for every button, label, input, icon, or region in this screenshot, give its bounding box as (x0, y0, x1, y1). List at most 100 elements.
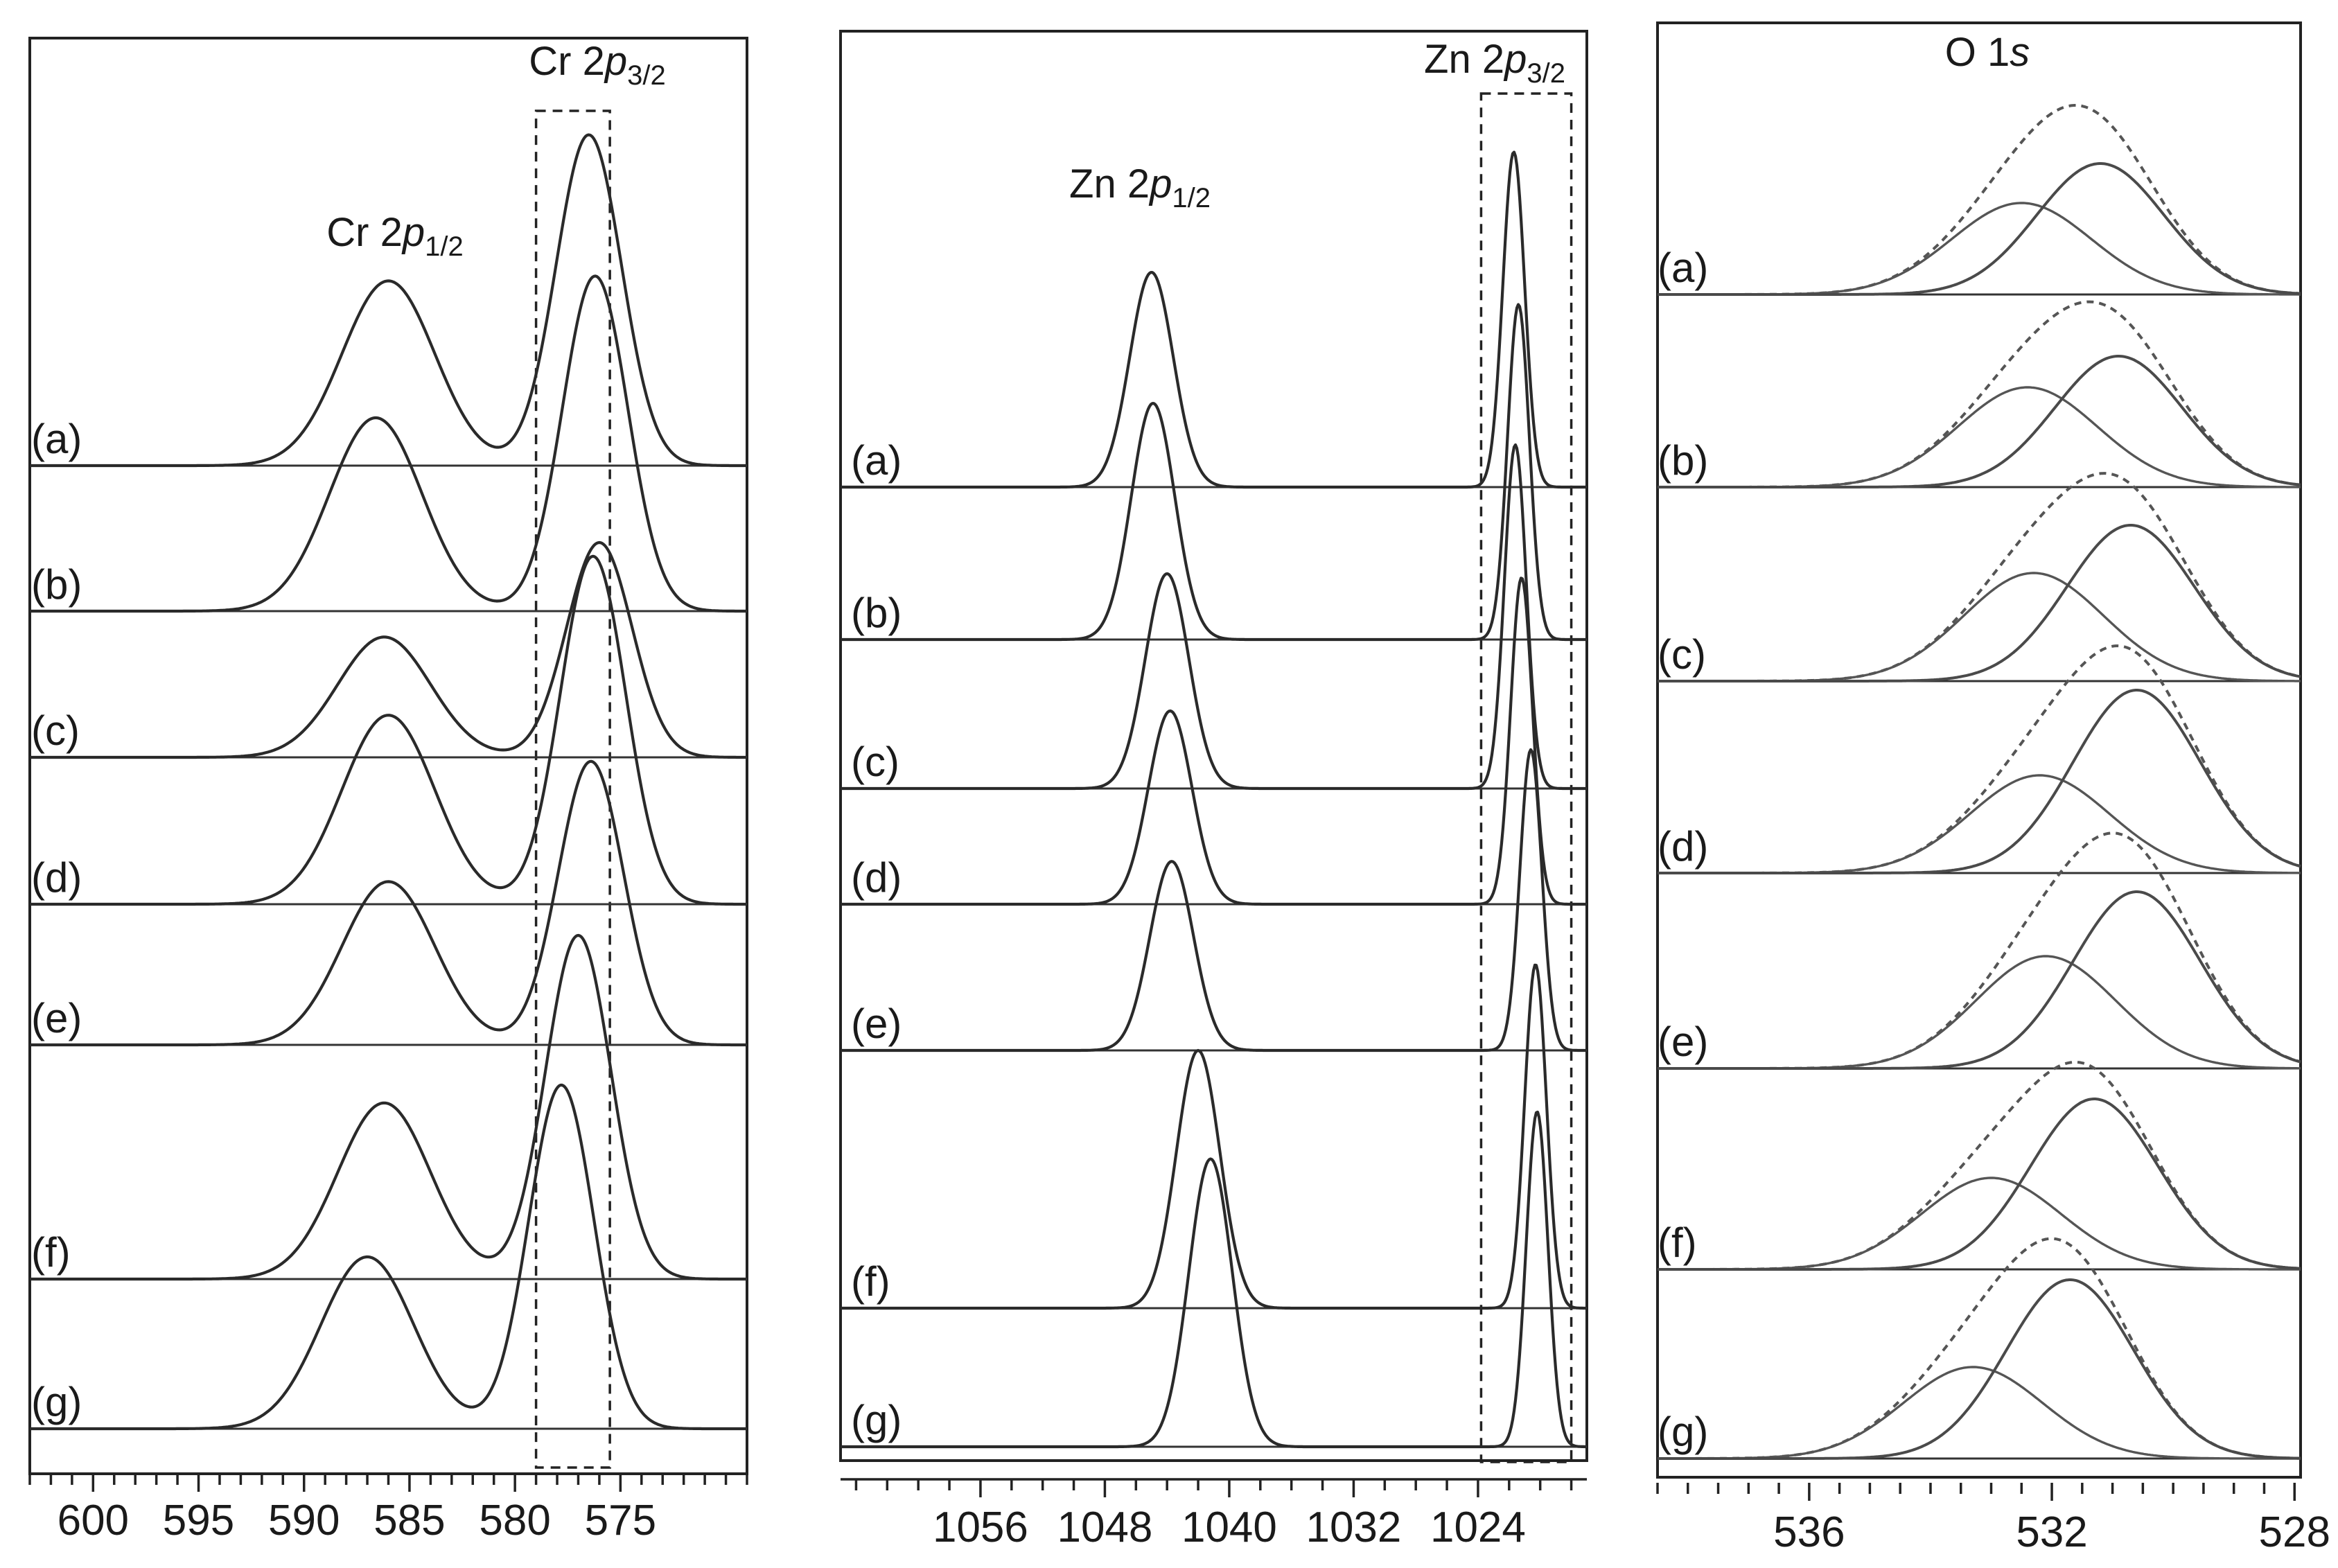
component-low-be-line (1658, 1098, 2301, 1271)
series-a: (a) (29, 133, 747, 468)
series-label: (c) (851, 739, 899, 785)
x-axis: 536 532 528 (1656, 1483, 2330, 1556)
series-g: (g) (29, 1083, 747, 1431)
peak-label-p12: Zn 2p1/2 (1069, 161, 1211, 213)
component-low-be-line (1658, 689, 2301, 874)
component-low-be-line (1658, 162, 2301, 296)
panel-3: (a) (b) (c) (d) (e) (f) (g) 536 532 528 O 1s (1656, 21, 2330, 1556)
series-label: (f) (31, 1229, 71, 1276)
series-e: (e) (840, 748, 1587, 1052)
series-e: (e) (29, 759, 747, 1047)
series-b: (b) (29, 274, 747, 613)
x-tick-label: 585 (373, 1497, 445, 1544)
series-f: (f) (29, 933, 747, 1281)
series-c: (c) (840, 443, 1587, 791)
spectrum-line (840, 576, 1587, 906)
x-axis: 600 595 590 585 580 575 (28, 1474, 748, 1544)
series-label: (b) (851, 590, 902, 636)
x-tick-label: 1032 (1306, 1504, 1401, 1551)
spectrum-line (29, 540, 747, 759)
series-d: (d) (1658, 644, 2301, 874)
series-label: (f) (851, 1258, 890, 1305)
spectrum-line (840, 443, 1587, 791)
x-tick-label: 1048 (1057, 1504, 1152, 1551)
series-label: (b) (31, 561, 82, 608)
component-low-be-line (1658, 890, 2301, 1070)
series-label: (b) (1658, 437, 1708, 484)
component-low-be-line (1658, 524, 2301, 682)
series-label: (e) (31, 995, 82, 1041)
series-label: (c) (1658, 631, 1706, 678)
plot-frame (1656, 21, 2302, 1479)
series-g: (g) (840, 1110, 1587, 1449)
series-g: (g) (1658, 1237, 2301, 1460)
component-low-be-line (1658, 355, 2301, 488)
spectrum-line (29, 554, 747, 906)
series-c: (c) (29, 540, 747, 759)
series-label: (d) (851, 854, 902, 901)
x-tick-label: 536 (1773, 1508, 1845, 1556)
component-high-be-line (1658, 774, 2301, 874)
series-label: (a) (1658, 245, 1708, 291)
p32-highlight-box (1479, 92, 1573, 1463)
peak-label-p32: Cr 2p3/2 (529, 39, 665, 91)
series-c: (c) (1658, 472, 2301, 682)
spectrum-line (29, 133, 747, 468)
series-label: (a) (31, 416, 82, 462)
x-tick-label: 600 (58, 1497, 129, 1544)
series-label: (e) (1658, 1019, 1708, 1065)
series-e: (e) (1658, 831, 2301, 1070)
spectrum-line (840, 150, 1587, 489)
series-b: (b) (1658, 300, 2301, 488)
component-high-be-line (1658, 572, 2301, 682)
component-high-be-line (1658, 955, 2301, 1070)
series-b: (b) (840, 303, 1587, 642)
envelope-fit-line (1658, 1237, 2301, 1460)
series-a: (a) (1658, 104, 2301, 296)
component-high-be-line (1658, 1366, 2301, 1460)
spectrum-line (840, 748, 1587, 1052)
spectrum-line (840, 1110, 1587, 1449)
x-tick-label: 1056 (933, 1504, 1028, 1551)
peak-label-p32: Zn 2p3/2 (1424, 37, 1565, 89)
x-tick-label: 595 (163, 1497, 234, 1544)
spectrum-line (29, 933, 747, 1281)
envelope-fit-line (1658, 831, 2301, 1070)
series-label: (d) (1658, 823, 1708, 870)
x-tick-label: 575 (585, 1497, 656, 1544)
peak-label-o1s: O 1s (1945, 30, 2030, 75)
envelope-fit-line (1658, 1060, 2301, 1271)
component-high-be-line (1658, 386, 2301, 488)
envelope-fit-line (1658, 300, 2301, 488)
envelope-fit-line (1658, 472, 2301, 682)
series-a: (a) (840, 150, 1587, 489)
component-low-be-line (1658, 1278, 2301, 1460)
spectrum-line (29, 1083, 747, 1431)
spectrum-line (29, 274, 747, 613)
component-high-be-line (1658, 1177, 2301, 1271)
series-label: (c) (31, 707, 80, 754)
component-high-be-line (1658, 202, 2301, 296)
peak-label-p12: Cr 2p1/2 (326, 210, 463, 262)
spectrum-line (840, 963, 1587, 1310)
series-label: (e) (851, 1001, 902, 1047)
series-label: (d) (31, 854, 82, 901)
x-tick-label: 1040 (1181, 1504, 1277, 1551)
series-label: (f) (1658, 1219, 1697, 1266)
x-tick-label: 580 (479, 1497, 550, 1544)
x-tick-label: 532 (2016, 1508, 2087, 1556)
series-d: (d) (29, 554, 747, 906)
series-d: (d) (840, 576, 1587, 906)
p32-highlight-box (534, 109, 611, 1469)
x-tick-label: 1024 (1430, 1504, 1526, 1551)
series-f: (f) (840, 963, 1587, 1310)
envelope-fit-line (1658, 104, 2301, 296)
plot-frame (839, 30, 1588, 1462)
series-label: (g) (851, 1397, 902, 1443)
spectrum-line (840, 303, 1587, 642)
x-tick-label: 590 (268, 1497, 340, 1544)
x-axis: 1056 1048 1040 1032 1024 (841, 1478, 1587, 1551)
series-label: (a) (851, 437, 902, 484)
spectrum-line (29, 759, 747, 1047)
